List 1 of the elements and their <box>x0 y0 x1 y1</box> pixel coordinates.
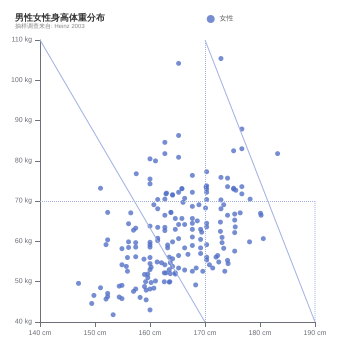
chart-title: 男性女性身高体重分布 <box>14 12 105 22</box>
